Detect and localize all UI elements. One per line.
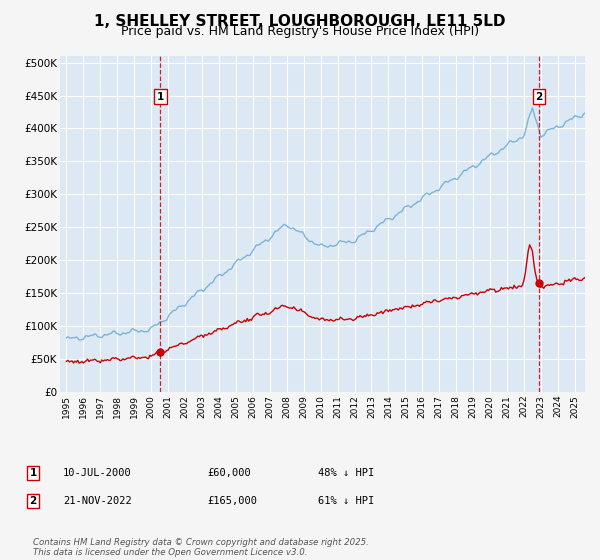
Text: Price paid vs. HM Land Registry's House Price Index (HPI): Price paid vs. HM Land Registry's House …	[121, 25, 479, 38]
Text: 61% ↓ HPI: 61% ↓ HPI	[318, 496, 374, 506]
Text: 48% ↓ HPI: 48% ↓ HPI	[318, 468, 374, 478]
Text: Contains HM Land Registry data © Crown copyright and database right 2025.
This d: Contains HM Land Registry data © Crown c…	[33, 538, 369, 557]
Text: £60,000: £60,000	[207, 468, 251, 478]
Text: 1: 1	[157, 92, 164, 102]
Text: 21-NOV-2022: 21-NOV-2022	[63, 496, 132, 506]
Text: 1: 1	[29, 468, 37, 478]
Text: 10-JUL-2000: 10-JUL-2000	[63, 468, 132, 478]
Text: 2: 2	[535, 92, 542, 102]
Text: 2: 2	[29, 496, 37, 506]
Text: £165,000: £165,000	[207, 496, 257, 506]
Text: 1, SHELLEY STREET, LOUGHBOROUGH, LE11 5LD: 1, SHELLEY STREET, LOUGHBOROUGH, LE11 5L…	[94, 14, 506, 29]
